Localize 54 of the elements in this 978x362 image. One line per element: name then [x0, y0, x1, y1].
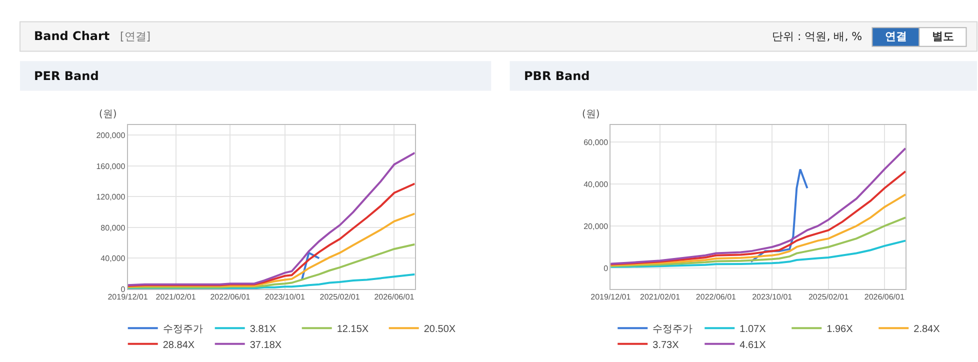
x-tick-label: 2025/02/01	[320, 292, 360, 302]
legend-label: 3.81X	[250, 324, 276, 336]
text: Band Chart	[34, 29, 110, 43]
legend-label: 1.07X	[740, 324, 766, 336]
y-axis-title: (원)	[582, 109, 600, 120]
x-tick-label: 2023/10/01	[752, 292, 793, 302]
line-series	[610, 194, 906, 266]
x-tick-label: 2026/06/01	[864, 292, 905, 302]
text: 연결	[885, 30, 907, 43]
y-tick-label: 200,000	[96, 131, 126, 140]
x-tick-label: 2022/06/01	[210, 292, 251, 302]
y-tick-label: 80,000	[100, 223, 126, 232]
chart-title: PER Band	[34, 69, 99, 83]
legend-label: 28.84X	[162, 340, 195, 351]
legend-label: 수정주가	[652, 324, 693, 336]
y-tick-label: 20,000	[584, 222, 609, 231]
text: [연결]	[120, 30, 151, 43]
x-tick-label: 2023/10/01	[264, 292, 306, 302]
text: 단위 : 억원, 배, %	[772, 30, 862, 43]
y-tick-label: 40,000	[100, 254, 126, 264]
legend-label: 12.15X	[336, 324, 369, 336]
line-series	[128, 273, 415, 289]
line-series	[610, 170, 906, 266]
y-axis-title: (원)	[99, 109, 117, 120]
y-tick-label: 0	[120, 284, 126, 294]
y-tick-label: 160,000	[96, 162, 126, 171]
line-series	[750, 168, 808, 263]
line-series	[128, 182, 415, 287]
x-tick-label: 2019/12/01	[590, 292, 632, 302]
y-tick-label: 120,000	[96, 192, 126, 202]
legend-label: 3.73X	[652, 340, 680, 351]
legend-label: 20.50X	[424, 324, 456, 336]
line-series	[610, 147, 906, 265]
line-series	[128, 243, 415, 288]
line-series	[610, 240, 906, 268]
legend-label: 37.18X	[250, 340, 282, 351]
x-tick-label: 2021/02/01	[640, 292, 681, 302]
line-series	[128, 212, 415, 288]
x-tick-label: 2026/06/01	[374, 292, 415, 302]
legend-label: 4.61X	[740, 340, 766, 351]
x-tick-label: 2021/02/01	[156, 292, 196, 302]
line-series	[610, 216, 906, 268]
chart-title: PBR Band	[524, 69, 590, 83]
y-tick-label: 0	[604, 264, 609, 273]
legend-label: 수정주가	[162, 324, 203, 336]
x-tick-label: 2019/12/01	[108, 292, 148, 302]
text: 별도	[932, 30, 954, 43]
y-tick-label: 40,000	[584, 180, 609, 189]
x-tick-label: 2022/06/01	[696, 292, 737, 302]
legend-label: 2.84X	[914, 324, 940, 336]
x-tick-label: 2025/02/01	[808, 292, 850, 302]
y-tick-label: 60,000	[584, 138, 609, 147]
line-series	[128, 152, 415, 286]
legend-label: 1.96X	[826, 324, 854, 336]
